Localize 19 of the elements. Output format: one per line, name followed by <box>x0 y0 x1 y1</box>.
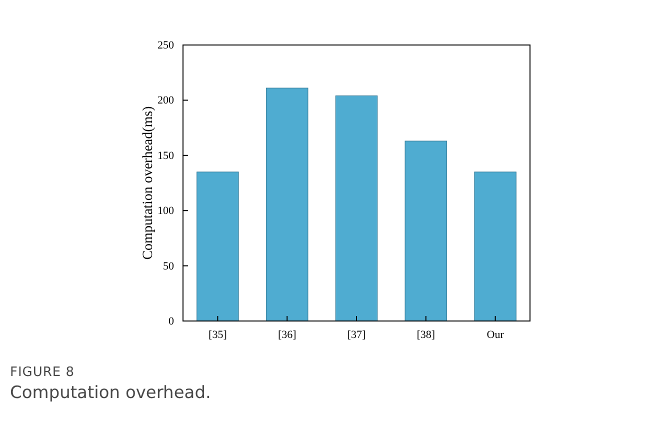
x-tick-label: [38] <box>416 328 436 341</box>
y-tick-label: 200 <box>158 94 174 107</box>
y-tick-label: 0 <box>168 316 174 328</box>
y-tick-label: 150 <box>158 150 174 162</box>
x-tick-label: [35] <box>208 328 227 341</box>
x-tick-label: Our <box>486 328 504 341</box>
caption: FIGURE 8 <box>10 365 75 380</box>
bar <box>266 88 308 322</box>
x-tick-label: [36] <box>278 328 296 341</box>
bar <box>474 172 516 322</box>
y-axis-title: Computation overhead(ms) <box>141 106 156 260</box>
bar <box>404 140 448 322</box>
text: Computation overhead. <box>10 383 211 403</box>
bar <box>196 172 239 322</box>
y-tick-label: 100 <box>158 205 174 218</box>
x-tick-label: [37] <box>347 328 366 341</box>
y-tick-label: 50 <box>163 260 174 272</box>
bar <box>335 95 378 322</box>
y-tick-label: 250 <box>158 40 174 52</box>
